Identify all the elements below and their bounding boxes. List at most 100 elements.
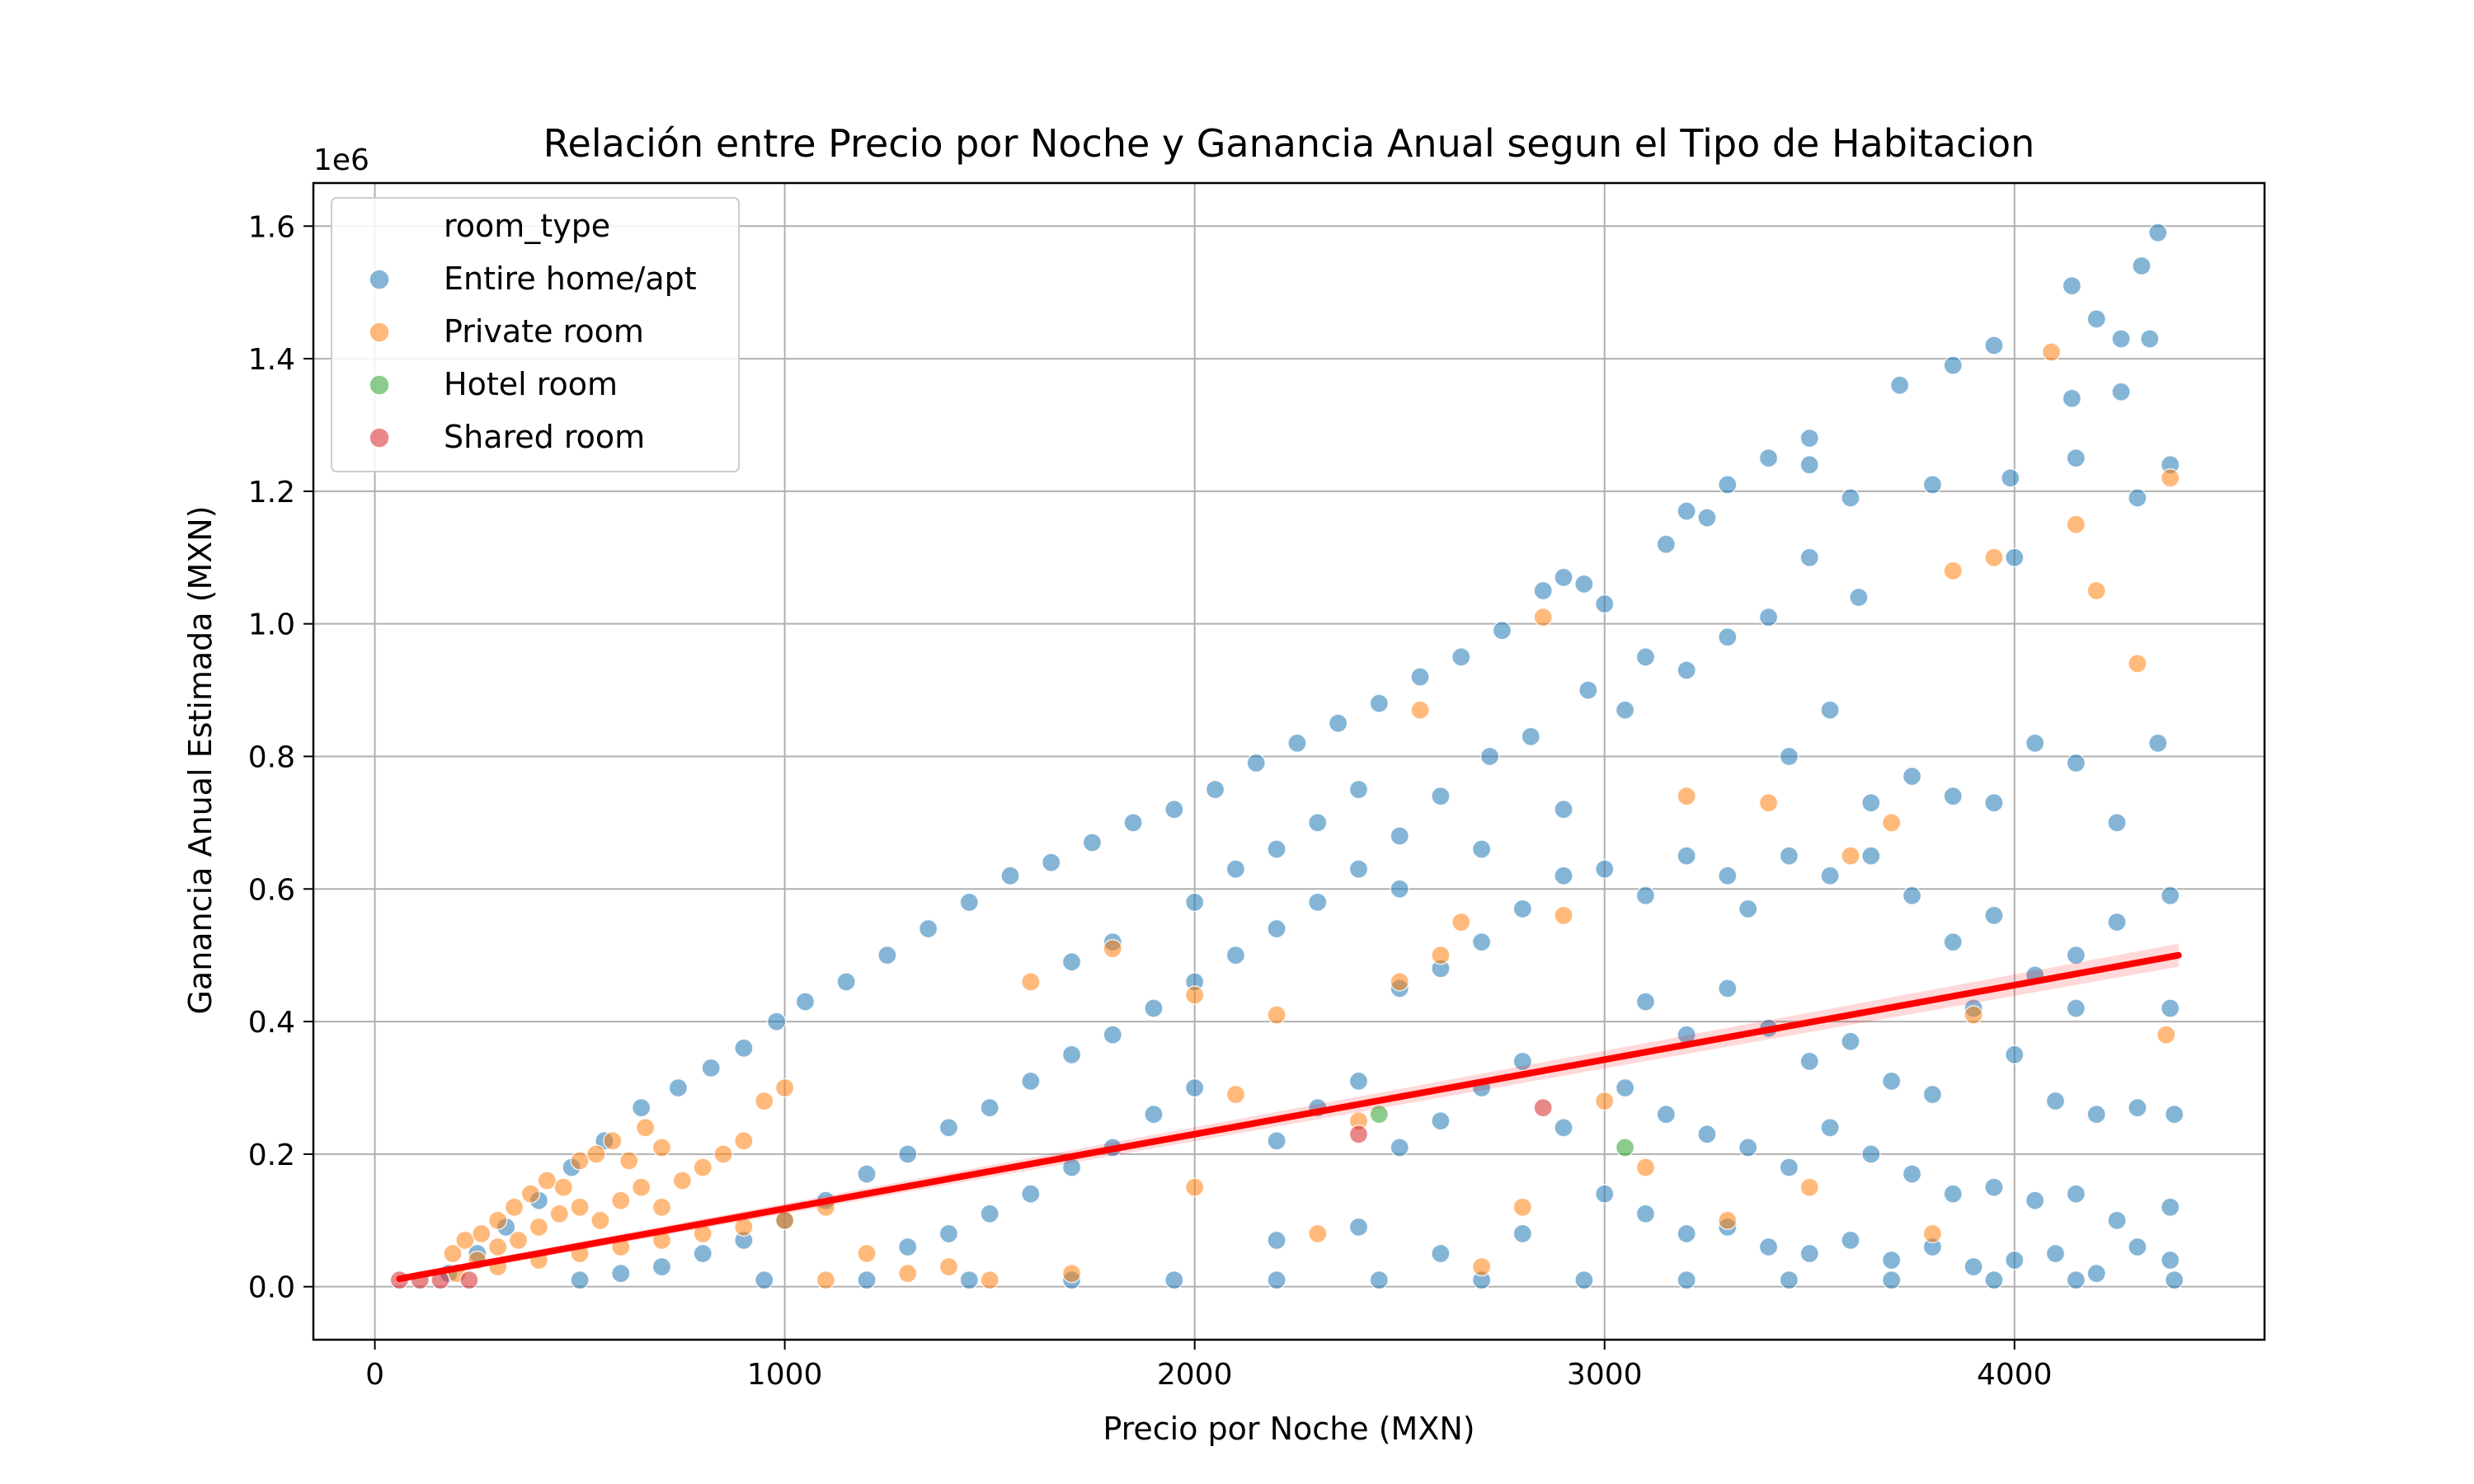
data-point — [1984, 793, 2004, 813]
data-point — [1431, 1243, 1451, 1264]
data-point — [2005, 547, 2025, 568]
data-point — [611, 1190, 631, 1210]
data-point — [2156, 1025, 2176, 1045]
data-point — [1144, 998, 1164, 1018]
legend-label: Entire home/apt — [444, 261, 697, 297]
data-point — [1348, 1071, 1369, 1092]
data-point — [701, 1058, 721, 1078]
data-point — [1267, 1270, 1286, 1290]
y-tick-label: 0.2 — [248, 1139, 295, 1172]
data-point — [1799, 454, 1820, 475]
data-point — [1615, 1138, 1635, 1158]
data-point — [1021, 972, 1041, 992]
data-point — [980, 1097, 999, 1118]
data-point — [1554, 866, 1573, 885]
data-point — [918, 918, 938, 939]
data-point — [459, 1270, 479, 1290]
data-point — [455, 1230, 475, 1251]
data-point — [1390, 826, 1409, 846]
x-tick-label: 1000 — [747, 1358, 823, 1392]
data-point — [2041, 342, 2062, 362]
data-point — [1533, 607, 1553, 627]
legend-marker — [369, 374, 390, 396]
trendline-layer — [396, 943, 2182, 1283]
data-point — [1184, 985, 1205, 1005]
data-point — [2045, 1091, 2066, 1111]
data-point — [1841, 1031, 1860, 1051]
data-point — [504, 1197, 524, 1217]
data-point — [1677, 501, 1696, 521]
data-point — [1348, 1125, 1369, 1144]
data-point — [2132, 256, 2152, 276]
data-point — [1697, 508, 1717, 528]
data-point — [1594, 859, 1615, 879]
data-point — [1697, 1125, 1717, 1144]
data-point — [1594, 1091, 1615, 1111]
data-point — [1061, 1263, 1082, 1284]
data-point — [1267, 1005, 1286, 1025]
data-point — [1225, 859, 1246, 879]
data-point — [1512, 1197, 1533, 1217]
data-point — [1841, 1230, 1860, 1251]
data-point — [1922, 1223, 1943, 1244]
data-point — [2160, 1250, 2180, 1270]
data-point — [1902, 885, 1922, 906]
x-axis-ticks: 0 1000 2000 3000 4000 — [365, 1340, 2053, 1392]
data-point — [1267, 918, 1286, 939]
data-point — [1451, 647, 1471, 667]
data-point — [1578, 680, 1598, 700]
data-point — [897, 1237, 918, 1257]
data-point — [508, 1230, 529, 1251]
data-point — [1390, 972, 1409, 992]
series-hotel-room — [1369, 1104, 1635, 1158]
data-point — [1738, 1138, 1758, 1158]
data-point — [1410, 667, 1430, 687]
data-point — [1308, 1223, 1328, 1244]
data-point — [1779, 846, 1799, 866]
data-point — [2160, 1197, 2180, 1217]
data-point — [631, 1097, 651, 1118]
data-point — [1861, 1144, 1881, 1164]
data-point — [1533, 580, 1553, 601]
data-point — [1205, 779, 1225, 800]
data-point — [1799, 1051, 1820, 1072]
data-point — [1369, 1270, 1390, 1290]
data-point — [618, 1151, 639, 1171]
data-point — [1348, 1217, 1369, 1237]
data-point — [2107, 912, 2127, 932]
data-point — [980, 1270, 999, 1290]
data-point — [959, 1270, 980, 1290]
data-point — [1902, 1164, 1922, 1184]
data-point — [1431, 1111, 1451, 1131]
data-point — [1677, 1270, 1696, 1290]
data-point — [2066, 1270, 2086, 1290]
legend-marker — [369, 427, 390, 448]
y-tick-label: 0.8 — [248, 740, 295, 774]
data-point — [603, 1131, 623, 1151]
data-point — [1779, 1158, 1799, 1177]
data-point — [586, 1144, 606, 1164]
data-point — [1533, 1097, 1553, 1118]
data-point — [1964, 1256, 1983, 1277]
data-point — [1369, 1104, 1390, 1125]
data-point — [1123, 813, 1143, 833]
data-point — [443, 1243, 463, 1264]
data-point — [2086, 309, 2106, 329]
data-point — [938, 1117, 959, 1138]
data-point — [1267, 1131, 1286, 1151]
data-point — [2128, 1097, 2147, 1118]
data-point — [1574, 574, 1594, 594]
data-point — [668, 1078, 689, 1098]
data-point — [2066, 448, 2086, 468]
data-point — [1512, 1051, 1533, 1072]
data-point — [2086, 1263, 2106, 1284]
data-point — [1471, 839, 1492, 859]
data-point — [1431, 786, 1451, 806]
data-point — [2148, 733, 2168, 754]
data-point — [570, 1151, 590, 1171]
data-point — [1021, 1071, 1041, 1092]
data-point — [1943, 1184, 1963, 1204]
data-point — [836, 972, 856, 992]
x-tick-label: 3000 — [1567, 1358, 1643, 1392]
data-point — [1656, 1104, 1677, 1125]
